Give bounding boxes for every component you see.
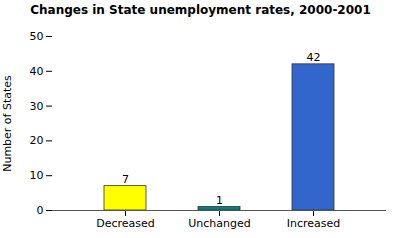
svg-text:Number of States: Number of States <box>1 75 14 172</box>
svg-text:0: 0 <box>37 204 44 217</box>
svg-text:30: 30 <box>30 100 44 113</box>
svg-text:7: 7 <box>122 173 129 186</box>
html-text:Changes in State unemployment: Changes in State unemployment rates, 200… <box>30 3 371 17</box>
svg-text:Decreased: Decreased <box>96 217 155 230</box>
svg-text:Increased: Increased <box>287 217 341 230</box>
svg-text:Unchanged: Unchanged <box>188 217 251 230</box>
svg-text:40: 40 <box>30 65 44 78</box>
svg-text:20: 20 <box>30 134 44 147</box>
svg-text:10: 10 <box>30 169 44 182</box>
svg-text:42: 42 <box>307 51 321 64</box>
svg-text:1: 1 <box>216 194 223 207</box>
svg-text:50: 50 <box>30 30 44 43</box>
